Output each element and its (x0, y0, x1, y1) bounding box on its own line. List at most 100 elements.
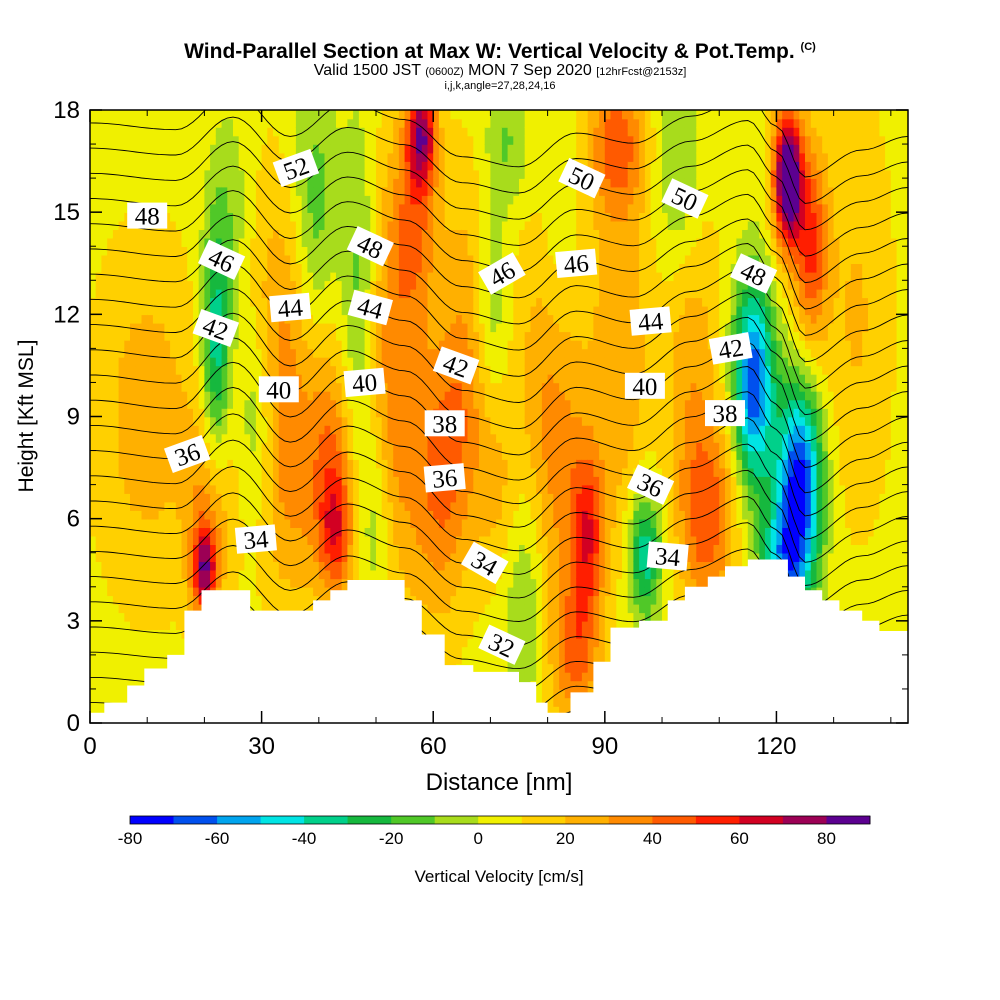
velocity-cell (438, 178, 446, 188)
velocity-cell (101, 203, 108, 213)
velocity-cell (444, 220, 452, 230)
velocity-cell (290, 442, 297, 452)
velocity-cell (221, 152, 229, 162)
velocity-cell (204, 365, 211, 375)
velocity-cell (467, 339, 474, 350)
velocity-cell (318, 425, 326, 435)
velocity-cell (233, 373, 240, 384)
velocity-cell (450, 297, 457, 307)
velocity-cell (152, 442, 160, 452)
velocity-cell (479, 144, 486, 154)
velocity-cell (261, 305, 269, 316)
velocity-cell (295, 365, 303, 375)
velocity-cell (158, 195, 166, 205)
velocity-cell (416, 442, 423, 452)
velocity-cell (473, 629, 480, 639)
velocity-cell (175, 339, 183, 350)
velocity-cell (467, 331, 474, 341)
velocity-cell (112, 688, 120, 699)
velocity-cell (244, 288, 251, 299)
velocity-cell (187, 246, 194, 256)
velocity-cell (290, 237, 297, 247)
velocity-cell (341, 220, 349, 230)
velocity-cell (318, 280, 326, 290)
velocity-cell (473, 663, 480, 673)
velocity-cell (107, 612, 114, 622)
velocity-cell (124, 161, 131, 171)
velocity-cell (164, 161, 171, 171)
velocity-cell (347, 450, 354, 460)
velocity-cell (404, 314, 412, 324)
velocity-cell (135, 118, 143, 128)
velocity-cell (387, 305, 394, 316)
velocity-cell (484, 510, 492, 520)
velocity-cell (204, 237, 211, 247)
velocity-cell (358, 144, 366, 154)
velocity-cell (210, 373, 217, 384)
velocity-cell (473, 408, 480, 418)
velocity-cell (198, 578, 206, 588)
velocity-cell (324, 110, 331, 120)
velocity-cell (358, 322, 366, 333)
velocity-cell (324, 535, 331, 545)
velocity-cell (181, 382, 188, 392)
velocity-cell (130, 433, 137, 443)
velocity-cell (198, 271, 206, 282)
velocity-cell (175, 501, 183, 511)
velocity-cell (152, 595, 160, 605)
velocity-cell (387, 348, 394, 358)
velocity-cell (198, 195, 206, 205)
velocity-cell (118, 203, 126, 213)
velocity-cell (141, 169, 148, 179)
velocity-cell (90, 288, 97, 299)
velocity-cell (210, 127, 217, 137)
velocity-cell (210, 271, 217, 282)
velocity-cell (250, 288, 257, 299)
velocity-cell (187, 425, 194, 435)
velocity-cell (444, 229, 452, 239)
velocity-cell (107, 629, 114, 639)
velocity-cell (318, 595, 326, 605)
velocity-cell (347, 348, 354, 358)
velocity-cell (364, 110, 372, 120)
velocity-cell (273, 365, 280, 375)
velocity-cell (101, 510, 108, 520)
velocity-cell (210, 544, 217, 554)
velocity-cell (250, 331, 257, 341)
velocity-cell (175, 118, 183, 128)
velocity-cell (433, 527, 440, 537)
velocity-cell (398, 425, 406, 435)
velocity-cell (101, 280, 108, 290)
velocity-cell (170, 203, 177, 213)
velocity-cell (170, 527, 177, 537)
velocity-cell (387, 203, 394, 213)
velocity-cell (175, 382, 183, 392)
velocity-cell (324, 552, 331, 562)
velocity-cell (158, 178, 166, 188)
velocity-cell (187, 203, 194, 213)
velocity-cell (152, 356, 160, 367)
velocity-cell (147, 314, 154, 324)
velocity-cell (301, 110, 309, 120)
velocity-cell (164, 322, 171, 333)
velocity-cell (147, 629, 154, 639)
velocity-cell (238, 135, 246, 145)
velocity-cell (204, 220, 211, 230)
velocity-cell (233, 518, 240, 528)
velocity-cell (261, 212, 269, 222)
velocity-cell (210, 365, 217, 375)
velocity-cell (101, 339, 108, 350)
velocity-cell (433, 203, 440, 213)
velocity-cell (347, 459, 354, 469)
velocity-cell (381, 212, 389, 222)
velocity-cell (135, 254, 143, 264)
velocity-cell (410, 246, 417, 256)
velocity-cell (112, 637, 120, 648)
velocity-cell (198, 135, 206, 145)
velocity-cell (479, 229, 486, 239)
velocity-cell (130, 476, 137, 486)
velocity-cell (318, 365, 326, 375)
velocity-cell (118, 425, 126, 435)
velocity-cell (210, 356, 217, 367)
velocity-cell (324, 586, 331, 597)
